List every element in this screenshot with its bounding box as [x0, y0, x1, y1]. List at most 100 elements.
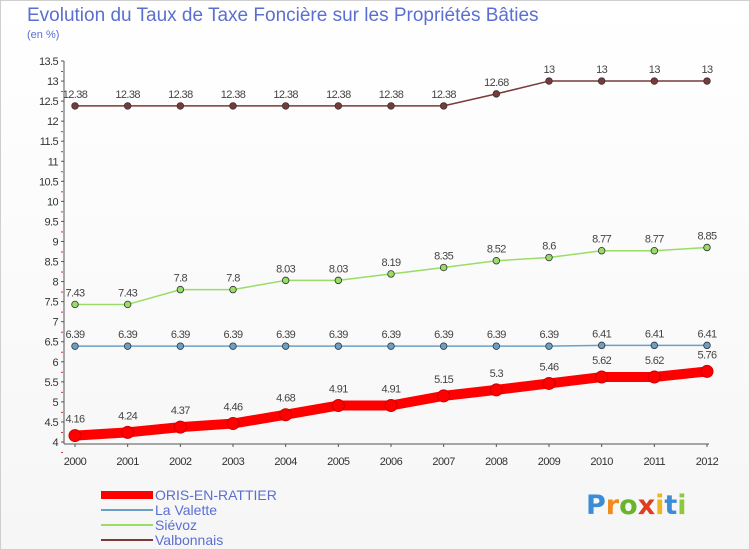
y-tick-label: 12	[47, 116, 59, 128]
x-tick-label: 2006	[380, 456, 403, 468]
data-point	[121, 425, 135, 439]
data-point	[229, 285, 237, 294]
data-point	[545, 77, 553, 85]
x-tick-label: 2008	[485, 456, 508, 468]
data-point	[229, 342, 237, 350]
data-label: 5.3	[490, 368, 504, 380]
legend-item: ORIS-EN-RATTIER	[101, 486, 277, 503]
data-label: 12.38	[115, 89, 140, 101]
y-tick-label: 8.5	[45, 257, 59, 269]
data-point	[123, 300, 132, 309]
data-point	[545, 253, 553, 262]
y-tick-label: 7	[52, 317, 58, 329]
data-label: 6.39	[487, 329, 506, 341]
data-point	[545, 342, 553, 350]
data-label: 6.39	[118, 329, 137, 341]
y-tick-label: 9.5	[45, 216, 59, 228]
data-label: 12.38	[168, 89, 193, 101]
data-label: 6.39	[171, 329, 190, 341]
x-tick-label: 2000	[64, 456, 87, 468]
data-label: 7.8	[226, 273, 240, 285]
y-tick-label: 12.5	[39, 96, 58, 108]
chart-title: Evolution du Taux de Taxe Foncière sur l…	[27, 5, 539, 26]
x-tick-label: 2009	[538, 456, 561, 468]
data-label: 12.38	[63, 89, 88, 101]
data-point	[700, 364, 714, 378]
data-point	[279, 408, 293, 422]
logo-letter: x	[637, 490, 656, 521]
data-label: 6.41	[592, 328, 611, 340]
data-point	[439, 102, 448, 110]
data-point	[703, 341, 711, 350]
x-tick-label: 2003	[222, 456, 245, 468]
data-point	[492, 257, 501, 265]
data-label: 13	[701, 64, 713, 76]
data-point	[387, 342, 395, 350]
data-label: 6.41	[645, 328, 664, 340]
y-tick-label: 7.5	[45, 297, 59, 309]
data-label: 8.03	[276, 263, 295, 275]
data-point	[123, 102, 132, 110]
data-label: 4.16	[65, 414, 84, 426]
x-tick-label: 2004	[274, 456, 297, 468]
data-label: 4.91	[381, 384, 400, 396]
y-tick-label: 13.5	[39, 56, 58, 68]
data-label: 7.8	[174, 273, 188, 285]
x-tick-label: 2007	[432, 456, 455, 468]
legend-item: Siévoz	[101, 516, 277, 533]
y-tick-label: 4.5	[45, 417, 59, 429]
data-point	[542, 376, 556, 390]
data-label: 6.39	[276, 329, 295, 341]
data-point	[650, 246, 659, 255]
data-label: 6.39	[329, 329, 348, 341]
data-label: 8.6	[542, 241, 556, 253]
x-tick-label: 2011	[644, 456, 666, 468]
data-point	[226, 417, 240, 431]
data-point	[331, 399, 345, 413]
data-point	[492, 90, 501, 98]
data-point	[437, 389, 451, 403]
y-tick-label: 5.5	[45, 377, 59, 389]
legend-swatch	[101, 490, 153, 499]
data-point	[595, 370, 609, 384]
data-label: 5.62	[645, 355, 664, 367]
data-point	[387, 102, 395, 110]
data-point	[334, 342, 343, 350]
data-point	[176, 285, 185, 294]
data-label: 8.52	[487, 244, 506, 256]
x-tick-label: 2010	[590, 456, 613, 468]
logo-letter: r	[605, 490, 620, 521]
legend-swatch	[101, 508, 153, 511]
data-label: 12.38	[221, 89, 246, 101]
data-label: 12.38	[273, 89, 298, 101]
legend-label: ORIS-EN-RATTIER	[155, 486, 277, 503]
data-point	[176, 102, 185, 110]
data-point	[176, 342, 185, 350]
data-label: 6.39	[223, 329, 242, 341]
logo-letter: i	[677, 490, 687, 521]
data-point	[281, 342, 290, 350]
data-point	[123, 342, 132, 350]
legend-label: Siévoz	[155, 516, 198, 533]
logo-letter: i	[655, 490, 665, 521]
data-point	[71, 300, 79, 309]
chart-legend: ORIS-EN-RATTIER La Valette Siévoz Valbonnai…	[101, 486, 277, 548]
data-label: 8.77	[645, 234, 664, 246]
data-label: 6.39	[65, 329, 84, 341]
y-tick-label: 13	[47, 76, 59, 88]
y-tick-label: 10	[47, 196, 59, 208]
y-tick-label: 9	[52, 236, 58, 248]
y-tick-label: 11.5	[40, 136, 59, 148]
data-point	[334, 276, 343, 285]
data-label: 6.41	[697, 328, 716, 340]
data-point	[489, 383, 503, 397]
data-label: 5.62	[592, 355, 611, 367]
legend-item: La Valette	[101, 501, 277, 518]
chart-subtitle: (en %)	[27, 29, 60, 41]
x-tick-label: 2001	[116, 456, 139, 468]
data-label: 12.38	[326, 89, 351, 101]
legend-label: La Valette	[155, 501, 218, 518]
x-tick-label: 2005	[327, 456, 350, 468]
data-label: 8.77	[592, 234, 611, 246]
